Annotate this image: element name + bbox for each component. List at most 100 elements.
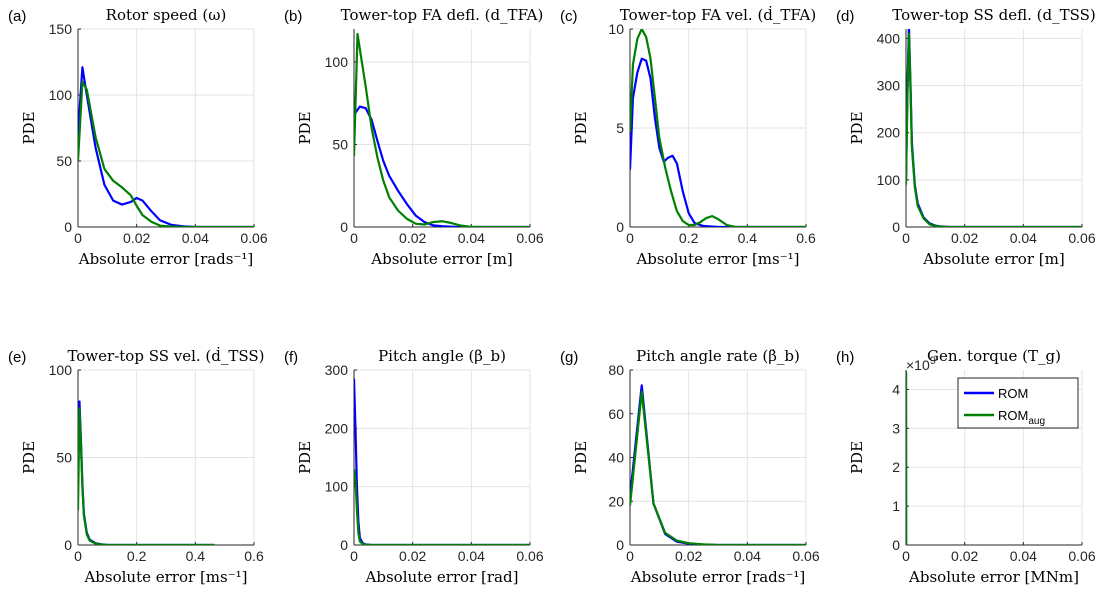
y-axis-label: PDE: [20, 441, 38, 474]
x-tick-label: 0: [350, 548, 358, 564]
y-tick-label: 0: [892, 219, 900, 235]
y-tick-label: 100: [49, 362, 73, 378]
y-tick-label: 300: [877, 78, 901, 94]
y-axis-label: PDE: [20, 111, 38, 144]
x-tick-label: 0.04: [182, 230, 209, 246]
panel-label: (b): [284, 8, 302, 25]
series-line-ROM: [78, 400, 215, 545]
y-tick-label: 100: [49, 87, 73, 103]
panel-title: Tower-top FA defl. (d_TFA): [341, 6, 544, 24]
y-tick-label: 0: [64, 219, 72, 235]
panel-label: (c): [560, 8, 578, 25]
series-line-ROM_aug: [354, 469, 530, 545]
y-axis-label: PDE: [296, 441, 314, 474]
y-tick-label: 0: [340, 537, 348, 553]
y-tick-label: 200: [877, 125, 901, 141]
y-tick-label: 4: [892, 381, 900, 397]
x-tick-label: 0.02: [951, 548, 978, 564]
panel-label: (h): [836, 349, 854, 366]
series-line-ROM: [78, 66, 254, 227]
x-tick-label: 0.06: [516, 548, 543, 564]
x-tick-label: 0.06: [516, 230, 543, 246]
x-tick-label: 0: [350, 230, 358, 246]
x-tick-label: 0.6: [796, 230, 816, 246]
y-tick-label: 50: [332, 137, 348, 153]
series-line-ROM: [630, 57, 806, 227]
x-tick-label: 0.02: [399, 548, 426, 564]
y-tick-label: 50: [56, 153, 72, 169]
series-line-ROM_aug: [78, 407, 215, 545]
y-tick-label: 150: [49, 21, 73, 37]
x-axis-label: Absolute error [m]: [370, 250, 512, 268]
x-tick-label: 0.02: [399, 230, 426, 246]
y-tick-label: 0: [616, 219, 624, 235]
panel-label: (f): [284, 349, 298, 366]
exponent-label: ×109: [906, 355, 936, 373]
y-tick-label: 1: [892, 498, 900, 514]
y-tick-label: 0: [340, 219, 348, 235]
y-tick-label: 400: [877, 30, 901, 46]
y-tick-label: 100: [877, 172, 901, 188]
x-tick-label: 0.02: [675, 548, 702, 564]
panel-title: Rotor speed (ω): [106, 6, 227, 24]
x-axis-label: Absolute error [rads⁻¹]: [78, 250, 254, 268]
x-tick-label: 0.04: [734, 548, 761, 564]
x-tick-label: 0: [902, 230, 910, 246]
panel-5: 0 0.02 0.04 0.06 0 100 200 300 (f) Pitch angle (β…: [284, 347, 544, 586]
y-tick-label: 20: [608, 493, 624, 509]
y-axis-label: PDE: [572, 441, 590, 474]
y-tick-label: 3: [892, 420, 900, 436]
panel-title: Tower-top SS defl. (d_TSS): [892, 6, 1095, 24]
legend-label-ROM: ROM: [998, 386, 1028, 401]
x-tick-label: 0.06: [1068, 230, 1095, 246]
x-tick-label: 0.02: [951, 230, 978, 246]
x-axis-label: Absolute error [rads⁻¹]: [630, 568, 806, 586]
x-tick-label: 0.04: [1010, 230, 1037, 246]
series-line-ROM: [630, 384, 806, 545]
x-axis-label: Absolute error [ms⁻¹]: [83, 568, 247, 586]
y-axis-label: PDE: [296, 111, 314, 144]
series-line-ROM_aug: [630, 29, 806, 227]
y-tick-label: 5: [616, 120, 624, 136]
panel-label: (d): [836, 8, 854, 25]
panel-4: 0 0.2 0.4 0.6 0 50 100 (e) Tower-top SS vel. (ḋ_…: [8, 347, 265, 586]
y-tick-label: 100: [325, 54, 349, 70]
y-axis-label: PDE: [848, 441, 866, 474]
y-tick-label: 80: [608, 362, 624, 378]
panel-label: (e): [8, 349, 26, 366]
y-tick-label: 100: [325, 479, 349, 495]
x-tick-label: 0: [902, 548, 910, 564]
series-line-ROM_aug: [906, 32, 1082, 227]
y-tick-label: 0: [64, 537, 72, 553]
x-tick-label: 0: [626, 230, 634, 246]
x-tick-label: 0.6: [244, 548, 264, 564]
legend-box: [957, 377, 1079, 429]
panel-title: Gen. torque (T_g): [927, 347, 1061, 365]
x-tick-label: 0: [74, 548, 82, 564]
legend: ROM ROMaug: [957, 377, 1079, 429]
y-tick-label: 50: [56, 450, 72, 466]
x-tick-label: 0.04: [1010, 548, 1037, 564]
x-tick-label: 0: [74, 230, 82, 246]
panel-0: 0 0.02 0.04 0.06 0 50 100 150 (a) Rotor speed (ω)…: [8, 6, 268, 268]
x-tick-label: 0.06: [792, 548, 819, 564]
y-tick-label: 200: [325, 420, 349, 436]
x-tick-label: 0.4: [738, 230, 758, 246]
x-tick-label: 0.02: [123, 230, 150, 246]
legend-label-ROM_aug: ROMaug: [998, 408, 1045, 427]
y-tick-label: 0: [616, 537, 624, 553]
x-tick-label: 0.4: [186, 548, 206, 564]
x-tick-label: 0.06: [240, 230, 267, 246]
x-tick-label: 0.06: [1068, 548, 1095, 564]
x-axis-label: Absolute error [ms⁻¹]: [635, 250, 799, 268]
panel-1: 0 0.02 0.04 0.06 0 50 100 (b) Tower-top FA defl.…: [284, 6, 544, 268]
x-tick-label: 0.04: [458, 548, 485, 564]
x-tick-label: 0.2: [127, 548, 147, 564]
panel-title: Tower-top SS vel. (ḋ_TSS): [67, 347, 264, 365]
panel-label: (g): [560, 349, 578, 366]
x-axis-label: Absolute error [m]: [922, 250, 1064, 268]
y-axis-label: PDE: [572, 111, 590, 144]
y-axis-label: PDE: [848, 111, 866, 144]
panel-6: 0 0.02 0.04 0.06 0 20 40 60 80 (g) Pitch angle rat…: [560, 347, 820, 586]
